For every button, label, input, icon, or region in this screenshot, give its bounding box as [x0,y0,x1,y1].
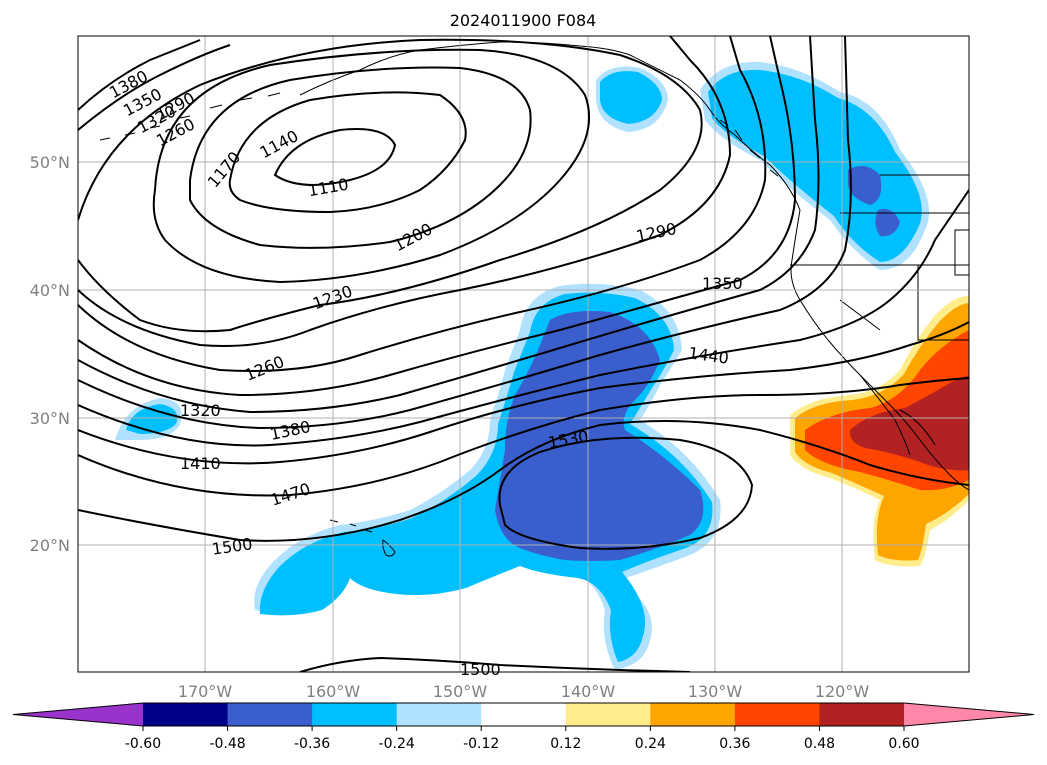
map-panel [78,36,969,672]
contour-1200 [152,48,591,284]
contour-north-1 [78,39,201,111]
neg-anomaly-central-core [495,311,704,561]
hawaii-islands [329,519,396,557]
contour-label: 1500 [460,660,501,679]
colorbar-tick-label: 0.12 [550,736,581,752]
colorbar-tick-label: -0.12 [463,736,499,752]
contour-1500-south [299,656,691,672]
neg-anomaly-pnw [708,69,922,262]
colorbar-swatch [227,703,313,726]
colorbar-swatch [650,703,736,726]
contour-1290 [78,36,767,372]
coastlines [99,41,969,557]
colorbar-tick-label: -0.36 [294,736,330,752]
contour-1530 [498,436,754,550]
colorbar-tick-label: 0.60 [888,736,919,752]
neg-anomaly-pnw-core [848,166,882,205]
bc-islands [719,119,779,177]
lon-label-140w: 140°W [561,682,616,701]
colorbar-tick-label: -0.24 [379,736,415,752]
colorbar-extend-low [13,703,143,726]
colorbar-tick-label: -0.48 [209,736,245,752]
neg-anomaly-pnw-core2 [875,208,900,237]
graticule [78,36,969,672]
anomaly-shading [115,61,930,670]
map-title: 2024011900 F084 [450,11,597,30]
colorbar-tick-label: -0.60 [125,736,161,752]
alaska-coast [299,41,801,211]
latitude-labels: 50°N 40°N 30°N 20°N [30,153,70,555]
pos-anomaly-darkred [849,375,969,471]
contour-1170 [189,66,532,249]
longitude-labels: 170°W 160°W 150°W 140°W 130°W 120°W [178,682,870,701]
neg-anomaly-west-core [126,404,178,434]
contour-1380 [78,36,852,430]
colorbar-swatch [481,703,567,726]
contour-1350 [78,36,820,414]
colorbar-tick-label: 0.24 [635,736,666,752]
colorbar-swatch [312,703,398,726]
colorbar-tick-label: 0.36 [719,736,750,752]
contour-1230 [78,38,703,333]
contour-label: 1320 [180,401,221,420]
height-contours [78,36,969,672]
lon-label-130w: 130°W [688,682,743,701]
lat-label-30n: 30°N [30,409,70,428]
colorbar-swatch [819,703,905,726]
lat-label-40n: 40°N [30,281,70,300]
lon-label-120w: 120°W [815,682,870,701]
colorbar: -0.60 -0.48 -0.36 -0.24 -0.12 0.12 0.24 0.36 0.4… [12,702,1035,752]
map-frame [77,35,970,673]
lon-label-160w: 160°W [306,682,361,701]
contour-label: 1350 [702,274,743,293]
lon-label-150w: 150°W [433,682,488,701]
colorbar-tick-label: 0.48 [804,736,835,752]
contour-north-2 [78,44,231,131]
neg-anomaly-northwest-core [600,71,662,124]
contour-1320 [78,36,797,397]
lat-label-20n: 20°N [30,536,70,555]
colorbar-swatch [396,703,482,726]
contour-1110 [273,128,397,186]
us-state-lines [790,174,969,341]
colorbar-swatch [143,703,229,726]
contour-1410 [78,189,969,447]
colorbar-extend-high [904,703,1034,726]
colorbar-swatch [565,703,651,726]
colorbar-swatch [734,703,820,726]
lon-label-170w: 170°W [178,682,233,701]
lat-label-50n: 50°N [30,153,70,172]
contour-1140 [228,91,467,214]
contour-1260 [78,36,732,347]
contour-1500 [78,420,969,542]
contour-1470 [78,377,969,497]
contour-1440 [78,321,969,465]
contour-label: 1410 [180,454,221,473]
